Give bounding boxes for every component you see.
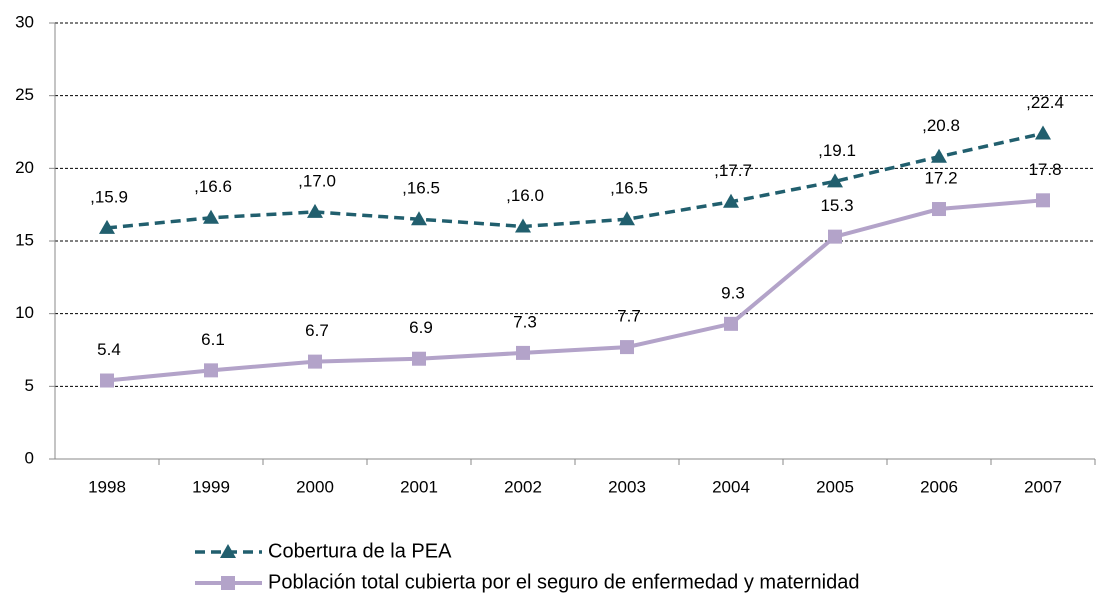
y-tick-label: 15 [15, 230, 34, 249]
point [100, 373, 114, 388]
y-tick-label: 10 [15, 303, 34, 322]
value-label: ,19.1 [818, 141, 856, 160]
value-label: ,17.7 [714, 161, 752, 180]
series-line [106, 198, 1044, 383]
value-label: ,16.0 [506, 186, 544, 205]
legend-label: Población total cubierta por el seguro d… [268, 571, 859, 593]
point [307, 203, 323, 218]
legend-label: Cobertura de la PEA [268, 540, 452, 562]
value-label: ,16.5 [610, 179, 648, 198]
value-label: 17.2 [924, 169, 957, 188]
value-label: 6.7 [305, 321, 329, 340]
value-label: ,20.8 [922, 116, 960, 135]
point [99, 219, 115, 234]
value-label: ,17.0 [298, 171, 336, 190]
point [412, 351, 426, 366]
point [931, 148, 947, 163]
point [828, 229, 842, 244]
value-label: ,16.5 [402, 179, 440, 198]
value-label: 15.3 [820, 196, 853, 215]
point [516, 345, 530, 360]
point [203, 209, 219, 224]
x-tick-label: 2006 [920, 477, 958, 496]
point [411, 211, 427, 226]
point [620, 340, 634, 355]
value-label: ,22.4 [1026, 93, 1064, 112]
legend-marker [221, 576, 235, 590]
y-tick-label: 0 [25, 448, 34, 467]
point [1036, 193, 1050, 208]
value-label: ,15.9 [90, 187, 128, 206]
x-tick-label: 2004 [712, 477, 750, 496]
x-tick-label: 2003 [608, 477, 646, 496]
value-label: 6.1 [201, 330, 225, 349]
value-label: 17.8 [1028, 160, 1061, 179]
point [724, 316, 738, 331]
y-tick-label: 30 [15, 12, 34, 31]
y-tick-label: 5 [25, 376, 34, 395]
value-label: 9.3 [721, 283, 745, 302]
x-tick-label: 2007 [1024, 477, 1062, 496]
x-tick-label: 2000 [296, 477, 334, 496]
x-tick-label: 2001 [400, 477, 438, 496]
point [308, 354, 322, 369]
point [619, 211, 635, 226]
x-tick-label: 2002 [504, 477, 542, 496]
point [932, 202, 946, 217]
value-label: ,16.6 [194, 177, 232, 196]
point [723, 193, 739, 208]
value-label: 7.7 [617, 307, 641, 326]
x-tick-label: 1999 [192, 477, 230, 496]
point [515, 218, 531, 233]
series-line [106, 131, 1044, 230]
x-tick-label: 1998 [88, 477, 126, 496]
legend-marker [220, 544, 236, 558]
y-tick-label: 20 [15, 158, 34, 177]
y-tick-label: 25 [15, 85, 34, 104]
x-tick-label: 2005 [816, 477, 854, 496]
point [204, 363, 218, 378]
value-label: 7.3 [513, 312, 537, 331]
value-label: 5.4 [97, 340, 121, 359]
point [1035, 125, 1051, 140]
point [827, 173, 843, 188]
value-label: 6.9 [409, 318, 433, 337]
